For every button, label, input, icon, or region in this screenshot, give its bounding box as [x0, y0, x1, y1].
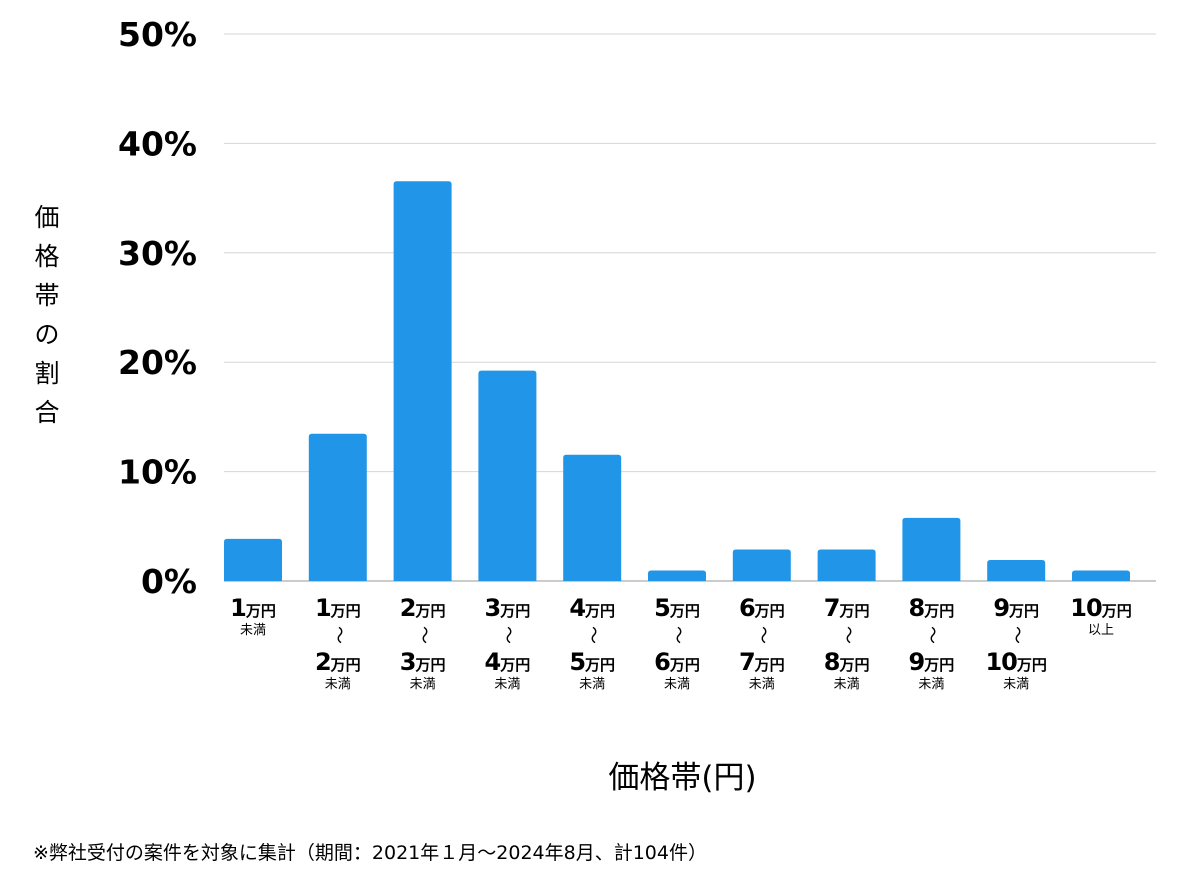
x-tick-label: 8万円〜 9万円 未満: [889, 594, 973, 691]
range-to-unit: 万円: [669, 656, 700, 674]
range-to-number: 5: [569, 648, 586, 676]
range-to-number: 9: [908, 648, 926, 676]
range-separator: 〜: [497, 626, 519, 644]
x-tick-label: 9万円〜 10万円 未満: [974, 594, 1058, 691]
footnote: ※弊社受付の案件を対象に集計（期間：2021年１月〜2024年8月、計104件）: [33, 842, 707, 864]
range-from-unit: 万円: [585, 602, 616, 620]
bar: [817, 549, 876, 581]
range-to-unit: 万円: [585, 656, 616, 674]
bar: [478, 370, 537, 581]
x-tick-label: 1万円未満: [211, 594, 295, 637]
range-from-number: 6: [738, 594, 756, 622]
range-to-unit: 万円: [924, 656, 955, 674]
range-from-number: 5: [654, 594, 671, 622]
bar: [987, 559, 1046, 581]
x-tick-label: 5万円〜 6万円 未満: [635, 594, 719, 691]
range-from-number: 7: [823, 594, 841, 622]
range-from-unit: 万円: [924, 602, 955, 620]
range-separator: 〜: [836, 626, 858, 644]
range-from-unit: 万円: [669, 602, 700, 620]
range-suffix: 未満: [324, 677, 351, 692]
range-suffix: 未満: [1003, 677, 1030, 692]
y-axis-label-char: 割: [34, 359, 60, 388]
bar: [563, 454, 622, 581]
range-to-number: 6: [654, 648, 671, 676]
x-tick-label: 7万円〜 8万円 未満: [805, 594, 889, 691]
range-from-number: 3: [484, 594, 502, 622]
range-from-unit: 万円: [330, 602, 361, 620]
range-from-number: 8: [908, 594, 926, 622]
range-from-number: 1: [230, 594, 247, 622]
range-suffix: 以上: [1087, 623, 1114, 638]
bar: [224, 538, 282, 581]
range-from-number: 9: [993, 594, 1010, 622]
range-suffix: 未満: [579, 677, 606, 692]
range-suffix: 未満: [239, 623, 266, 638]
y-tick-label: 30%: [118, 234, 197, 273]
range-to-unit: 万円: [500, 656, 531, 674]
range-suffix: 未満: [409, 677, 436, 692]
bar: [393, 181, 452, 582]
y-axis-label-char: 価: [34, 203, 60, 232]
range-to-number: 3: [399, 648, 417, 676]
range-to-number: 4: [484, 648, 502, 676]
range-from-number: 1: [314, 594, 332, 622]
bar: [648, 570, 706, 581]
range-to-unit: 万円: [415, 656, 446, 674]
bar: [308, 433, 367, 581]
y-tick-label: 40%: [118, 124, 197, 163]
x-tick-label: 4万円〜 5万円 未満: [550, 594, 634, 691]
range-separator: 〜: [1006, 626, 1028, 644]
y-tick-label: 10%: [118, 453, 197, 492]
range-suffix: 未満: [748, 677, 775, 692]
range-from-number: 4: [569, 594, 586, 622]
range-separator: 〜: [582, 626, 604, 644]
y-axis-label-char: の: [34, 320, 60, 349]
range-separator: 〜: [751, 626, 773, 644]
range-from-unit: 万円: [754, 602, 785, 620]
bar: [902, 517, 961, 581]
range-to-number: 7: [738, 648, 756, 676]
range-from-unit: 万円: [500, 602, 531, 620]
x-axis-label: 価格帯(円): [608, 760, 757, 796]
range-suffix: 未満: [494, 677, 521, 692]
y-axis-label: 価格帯の割合: [30, 198, 64, 432]
range-to-unit: 万円: [1016, 656, 1047, 674]
range-from-unit: 万円: [1101, 602, 1132, 620]
x-tick-label: 6万円〜 7万円 未満: [720, 594, 804, 691]
y-axis-label-char: 格: [34, 242, 60, 271]
range-to-number: 2: [314, 648, 332, 676]
y-axis-label-char: 帯: [34, 281, 60, 310]
range-from-unit: 万円: [245, 602, 276, 620]
y-tick-label: 0%: [141, 562, 197, 601]
range-suffix: 未満: [663, 677, 690, 692]
y-tick-label: 20%: [118, 343, 197, 382]
range-to-number: 10: [985, 648, 1017, 676]
range-separator: 〜: [667, 626, 688, 644]
range-separator: 〜: [327, 626, 349, 644]
bar: [732, 549, 791, 581]
range-from-unit: 万円: [415, 602, 446, 620]
x-tick-label: 2万円〜 3万円 未満: [381, 594, 465, 691]
range-to-unit: 万円: [839, 656, 870, 674]
range-from-number: 10: [1070, 594, 1102, 622]
y-axis-label-char: 合: [34, 398, 60, 427]
range-to-unit: 万円: [754, 656, 785, 674]
range-from-unit: 万円: [1009, 602, 1040, 620]
x-tick-label: 10万円以上: [1059, 594, 1143, 637]
range-from-number: 2: [399, 594, 417, 622]
range-suffix: 未満: [833, 677, 860, 692]
range-suffix: 未満: [918, 677, 945, 692]
bar: [1072, 570, 1130, 581]
range-separator: 〜: [921, 626, 943, 644]
range-from-unit: 万円: [839, 602, 870, 620]
x-tick-label: 3万円〜 4万円 未満: [465, 594, 549, 691]
range-separator: 〜: [412, 626, 434, 644]
range-to-unit: 万円: [330, 656, 361, 674]
range-to-number: 8: [823, 648, 841, 676]
x-tick-label: 1万円〜 2万円 未満: [296, 594, 380, 691]
y-tick-label: 50%: [118, 15, 197, 54]
